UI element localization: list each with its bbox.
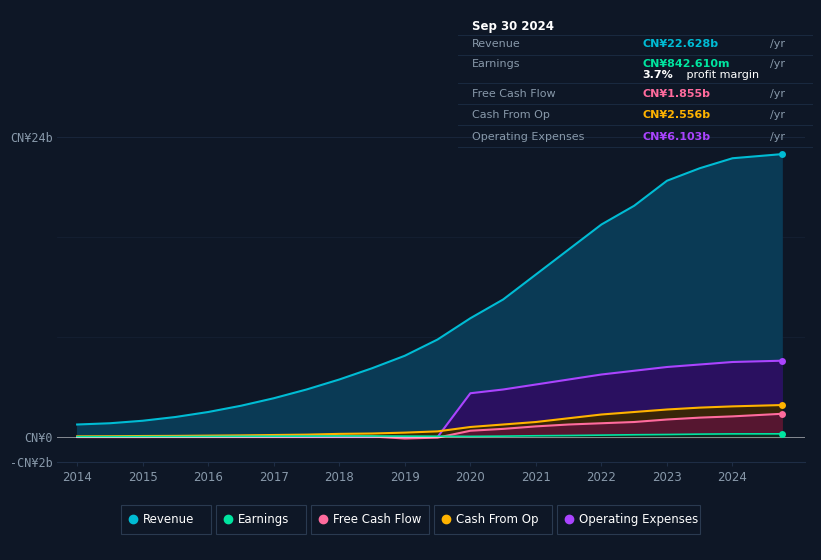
Text: CN¥842.610m: CN¥842.610m bbox=[643, 59, 730, 69]
Text: /yr: /yr bbox=[770, 132, 785, 142]
Text: Cash From Op: Cash From Op bbox=[456, 513, 539, 526]
Text: CN¥6.103b: CN¥6.103b bbox=[643, 132, 711, 142]
Text: /yr: /yr bbox=[770, 88, 785, 99]
Text: CN¥1.855b: CN¥1.855b bbox=[643, 88, 710, 99]
Text: Operating Expenses: Operating Expenses bbox=[472, 132, 585, 142]
Text: CN¥2.556b: CN¥2.556b bbox=[643, 110, 711, 120]
Text: Revenue: Revenue bbox=[472, 39, 521, 49]
Text: /yr: /yr bbox=[770, 59, 785, 69]
Text: profit margin: profit margin bbox=[683, 69, 759, 80]
Text: /yr: /yr bbox=[770, 110, 785, 120]
Text: Revenue: Revenue bbox=[143, 513, 195, 526]
Text: Earnings: Earnings bbox=[472, 59, 521, 69]
Text: Operating Expenses: Operating Expenses bbox=[579, 513, 698, 526]
Text: Free Cash Flow: Free Cash Flow bbox=[333, 513, 421, 526]
Text: Cash From Op: Cash From Op bbox=[472, 110, 550, 120]
Text: 3.7%: 3.7% bbox=[643, 69, 673, 80]
Text: CN¥22.628b: CN¥22.628b bbox=[643, 39, 718, 49]
Text: /yr: /yr bbox=[770, 39, 785, 49]
Text: Sep 30 2024: Sep 30 2024 bbox=[472, 20, 554, 33]
Text: Earnings: Earnings bbox=[238, 513, 289, 526]
Text: Free Cash Flow: Free Cash Flow bbox=[472, 88, 556, 99]
